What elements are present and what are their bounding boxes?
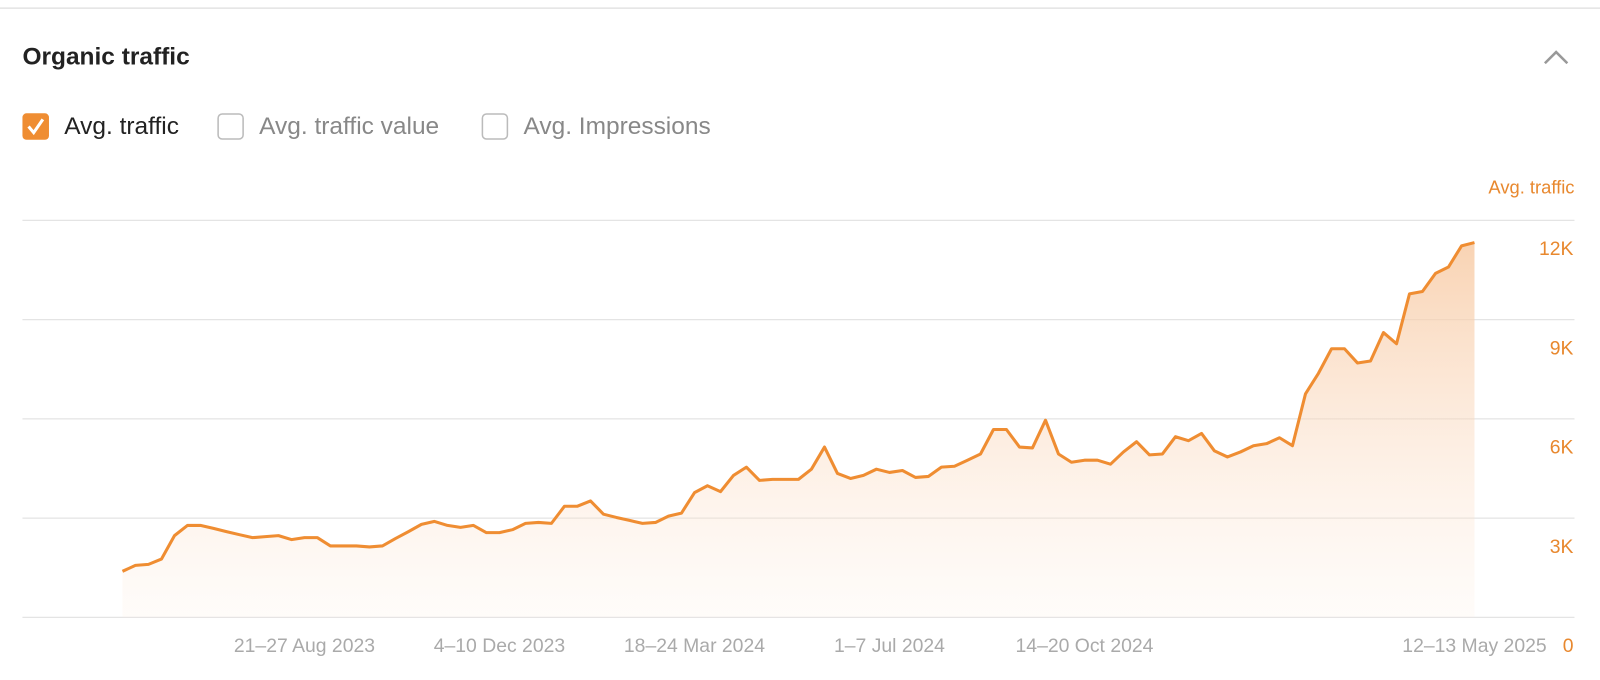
checkbox-toggle[interactable]: Avg. traffic value: [217, 113, 439, 140]
x-tick-label: 12–13 May 2025: [1402, 635, 1546, 657]
area: [122, 242, 1475, 618]
y-tick-label: 0: [1563, 635, 1574, 657]
checkbox[interactable]: [217, 113, 244, 140]
section-title: Organic traffic: [22, 44, 189, 71]
y-tick-label: 12K: [1539, 238, 1574, 260]
toggle-group: Avg. traffic Avg. traffic value Avg. Impre…: [22, 113, 711, 140]
x-tick-label: 18–24 Mar 2024: [624, 635, 765, 657]
x-tick-label: 4–10 Dec 2023: [434, 635, 565, 657]
checkbox-label[interactable]: Avg. traffic: [64, 113, 179, 140]
collapse-button[interactable]: [1543, 50, 1569, 65]
x-tick-label: 14–20 Oct 2024: [1016, 635, 1154, 657]
checkbox[interactable]: [22, 113, 49, 140]
chart: 0 3K 6K 9K 12K 21–27 Aug 2023 4–10 Dec 2023 18–…: [22, 219, 1575, 657]
checkbox-label[interactable]: Avg. traffic value: [259, 113, 439, 140]
y-tick-label: 3K: [1550, 536, 1574, 558]
checkbox-label[interactable]: Avg. Impressions: [523, 113, 710, 140]
checkbox[interactable]: [481, 113, 509, 140]
checkbox-toggle[interactable]: Avg. Impressions: [481, 113, 711, 140]
y-axis-label: Avg. traffic: [1488, 177, 1574, 198]
x-tick-label: 21–27 Aug 2023: [234, 635, 375, 657]
checkmark: [27, 118, 45, 136]
checkbox-toggle[interactable]: Avg. traffic: [22, 113, 179, 140]
y-tick-label: 6K: [1550, 437, 1574, 459]
x-tick-label: 1–7 Jul 2024: [834, 635, 945, 657]
line: [121, 241, 1475, 573]
y-tick-label: 9K: [1550, 337, 1574, 359]
